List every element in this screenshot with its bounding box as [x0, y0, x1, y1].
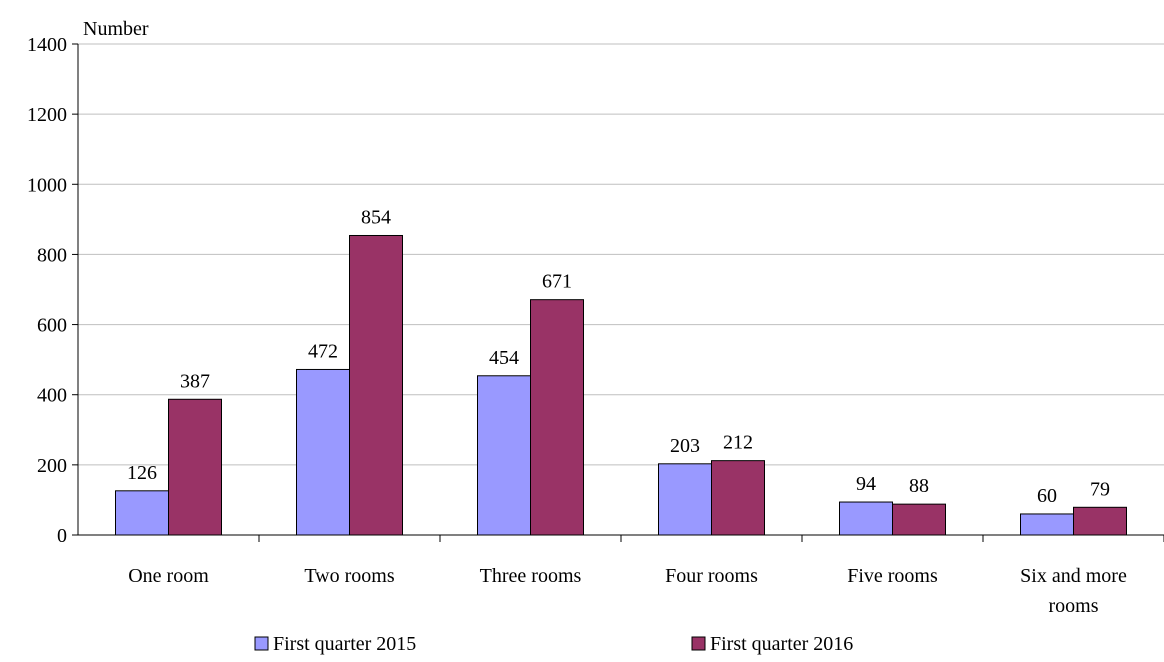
x-category-label: One room — [128, 565, 209, 587]
legend-label: First quarter 2015 — [273, 633, 416, 655]
legend: First quarter 2015 First quarter 2016 — [254, 633, 853, 655]
y-tick-label: 1400 — [27, 34, 67, 56]
x-category-label: Two rooms — [304, 565, 394, 587]
x-category-label: Five rooms — [847, 565, 938, 587]
axes: 0 200 400 600 800 1000 1200 1400 — [27, 34, 1164, 547]
legend-swatch — [254, 636, 269, 651]
data-label: 88 — [909, 475, 929, 497]
y-axis-label: Number — [83, 18, 149, 40]
x-category-label: rooms — [1049, 595, 1099, 617]
bar — [892, 503, 946, 536]
y-tick-label: 800 — [37, 244, 67, 266]
bar — [530, 299, 584, 536]
data-label: 671 — [542, 271, 572, 293]
data-label: 94 — [856, 473, 876, 495]
bar — [658, 463, 712, 536]
legend-swatch — [691, 636, 706, 651]
x-category-label: Six and more — [1020, 565, 1127, 587]
x-category-label: Four rooms — [665, 565, 758, 587]
data-label: 387 — [180, 370, 210, 392]
bars — [115, 234, 1127, 536]
gridlines — [78, 43, 1164, 466]
y-tick-label: 1200 — [27, 104, 67, 126]
bar — [477, 375, 531, 536]
data-label: 454 — [489, 347, 519, 369]
x-category-label: Three rooms — [480, 565, 582, 587]
data-label: 854 — [361, 206, 391, 228]
bar — [296, 368, 350, 536]
data-label: 472 — [308, 340, 338, 362]
bar — [1020, 513, 1074, 536]
data-label: 203 — [670, 435, 700, 457]
bar — [839, 501, 893, 536]
y-tick-label: 0 — [57, 525, 67, 547]
y-tick-label: 600 — [37, 315, 67, 337]
legend-label: First quarter 2016 — [710, 633, 853, 655]
data-label: 212 — [723, 432, 753, 454]
bar — [168, 398, 222, 536]
data-label: 60 — [1037, 485, 1057, 507]
bar — [115, 490, 169, 536]
y-tick-label: 200 — [37, 455, 67, 477]
data-label: 126 — [127, 462, 157, 484]
y-tick-label: 400 — [37, 385, 67, 407]
bar — [349, 234, 403, 536]
labels: 126 387 One room 472 854 Two rooms 454 671 Three… — [127, 206, 1127, 617]
y-tick-label: 1000 — [27, 174, 67, 196]
data-label: 79 — [1090, 478, 1110, 500]
bar — [1073, 506, 1127, 536]
bar — [711, 460, 765, 536]
